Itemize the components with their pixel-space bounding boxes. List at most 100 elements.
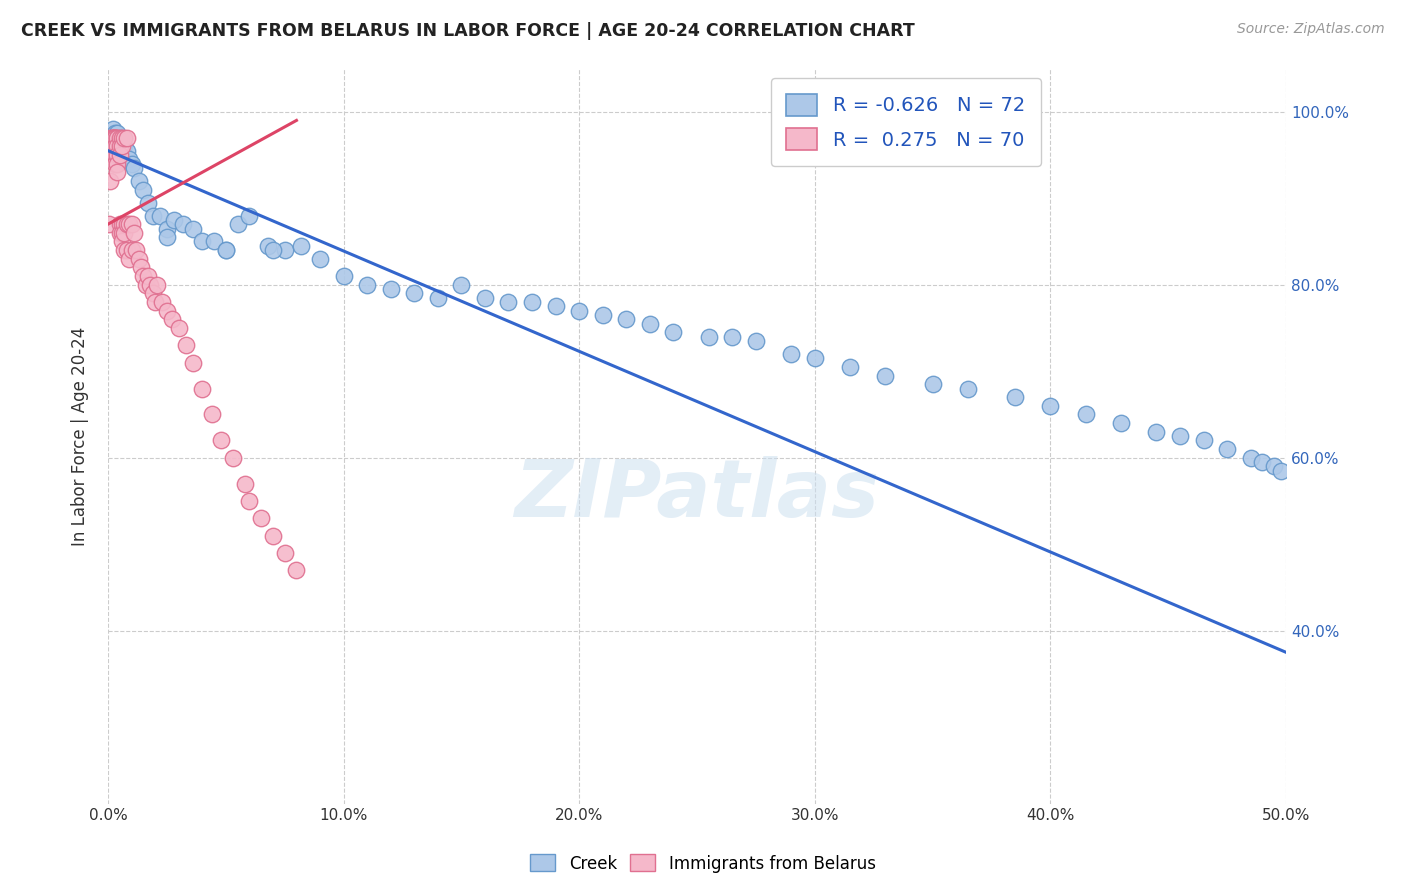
Point (122, 161, 145, 175)
Point (125, 243, 148, 257)
Point (156, 303, 179, 318)
Point (1168, 429, 1191, 443)
Y-axis label: In Labor Force | Age 20-24: In Labor Force | Age 20-24 (72, 326, 89, 546)
Text: ZIPatlas: ZIPatlas (515, 456, 880, 534)
Point (780, 347, 803, 361)
Point (135, 277, 157, 292)
Point (142, 209, 165, 223)
Point (146, 277, 169, 292)
Point (745, 334, 768, 348)
Point (181, 355, 204, 369)
Point (114, 130, 136, 145)
Point (956, 382, 979, 396)
Point (114, 217, 136, 231)
Point (129, 260, 152, 275)
Point (191, 382, 214, 396)
Point (1263, 459, 1285, 474)
Point (721, 329, 744, 343)
Point (107, 127, 129, 141)
Point (111, 235, 134, 249)
Point (309, 252, 332, 266)
Point (114, 226, 136, 240)
Point (273, 546, 295, 560)
Point (1109, 416, 1132, 430)
Point (111, 139, 134, 153)
Point (1216, 442, 1239, 456)
Point (520, 295, 543, 310)
Point (202, 235, 225, 249)
Point (149, 209, 172, 223)
Point (111, 130, 134, 145)
Point (101, 130, 124, 145)
Point (101, 122, 124, 136)
Point (132, 183, 155, 197)
Point (104, 139, 127, 153)
Point (662, 326, 685, 340)
Point (104, 130, 127, 145)
Point (273, 243, 295, 257)
Point (1270, 464, 1292, 478)
Point (111, 217, 134, 231)
Point (108, 130, 131, 145)
Point (638, 317, 661, 331)
Point (142, 286, 165, 301)
Point (1004, 390, 1026, 404)
Point (404, 286, 426, 301)
Point (209, 434, 232, 448)
Point (1251, 455, 1274, 469)
Point (111, 226, 134, 240)
Point (108, 130, 131, 145)
Point (174, 338, 197, 352)
Point (167, 321, 190, 335)
Point (104, 130, 127, 145)
Point (290, 239, 312, 253)
Point (172, 217, 194, 231)
Text: Source: ZipAtlas.com: Source: ZipAtlas.com (1237, 22, 1385, 37)
Point (107, 135, 129, 149)
Point (114, 243, 136, 257)
Point (101, 130, 124, 145)
Point (181, 221, 204, 235)
Point (115, 130, 138, 145)
Point (160, 312, 183, 326)
Point (101, 148, 124, 162)
Point (104, 130, 127, 145)
Point (222, 450, 245, 465)
Point (474, 291, 496, 305)
Point (121, 217, 143, 231)
Point (544, 299, 567, 313)
Point (156, 230, 179, 244)
Point (104, 130, 127, 145)
Point (98, 217, 121, 231)
Point (803, 351, 825, 366)
Point (226, 217, 249, 231)
Point (426, 291, 449, 305)
Point (839, 359, 862, 374)
Point (238, 209, 260, 223)
Point (98, 174, 121, 188)
Point (136, 269, 159, 284)
Point (108, 139, 131, 153)
Point (103, 130, 125, 145)
Point (139, 277, 162, 292)
Point (1039, 399, 1062, 413)
Point (128, 252, 150, 266)
Point (115, 243, 138, 257)
Point (128, 174, 150, 188)
Text: CREEK VS IMMIGRANTS FROM BELARUS IN LABOR FORCE | AGE 20-24 CORRELATION CHART: CREEK VS IMMIGRANTS FROM BELARUS IN LABO… (21, 22, 915, 40)
Point (122, 226, 145, 240)
Point (121, 156, 143, 170)
Point (107, 130, 129, 145)
Point (104, 156, 127, 170)
Point (262, 243, 284, 257)
Point (201, 408, 224, 422)
Point (104, 139, 127, 153)
Point (108, 144, 131, 158)
Point (1144, 425, 1167, 439)
Point (697, 329, 720, 343)
Point (121, 243, 143, 257)
Point (104, 148, 127, 162)
Point (356, 277, 378, 292)
Point (332, 269, 354, 284)
Point (163, 212, 186, 227)
